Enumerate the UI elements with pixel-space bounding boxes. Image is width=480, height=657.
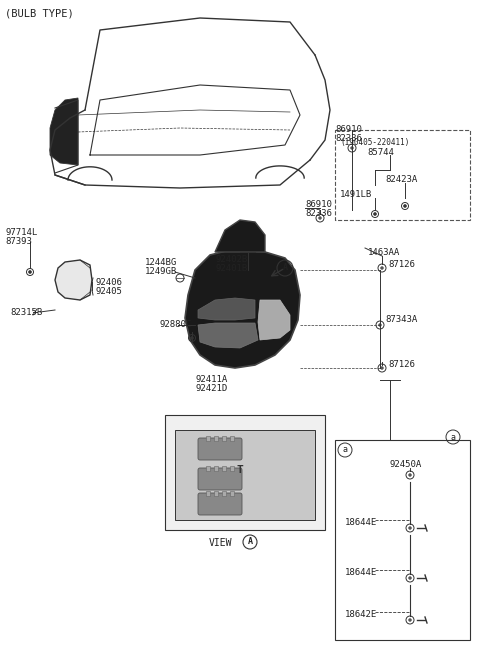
Circle shape: [373, 213, 376, 215]
Text: 86910: 86910: [305, 200, 332, 209]
Text: 92401B: 92401B: [215, 264, 247, 273]
FancyBboxPatch shape: [214, 491, 218, 496]
Text: a: a: [343, 445, 348, 455]
Text: 18644E: 18644E: [345, 518, 377, 527]
Circle shape: [408, 619, 411, 622]
FancyBboxPatch shape: [222, 466, 226, 471]
Text: 92402B: 92402B: [215, 255, 247, 264]
Polygon shape: [175, 430, 315, 520]
Text: T: T: [237, 465, 243, 475]
Text: a: a: [451, 432, 456, 442]
FancyBboxPatch shape: [214, 436, 218, 441]
Polygon shape: [198, 298, 255, 320]
Circle shape: [404, 204, 407, 208]
Text: 92880C: 92880C: [160, 320, 192, 329]
Circle shape: [319, 217, 322, 219]
Text: 82336: 82336: [305, 209, 332, 218]
Text: A: A: [248, 537, 252, 547]
FancyBboxPatch shape: [222, 491, 226, 496]
Text: 87126: 87126: [388, 360, 415, 369]
Text: 82423A: 82423A: [385, 175, 417, 184]
Text: (190405-220411): (190405-220411): [340, 138, 409, 147]
FancyBboxPatch shape: [214, 466, 218, 471]
Text: 18644E: 18644E: [345, 568, 377, 577]
Circle shape: [381, 267, 384, 269]
Text: 82315B: 82315B: [10, 308, 42, 317]
Text: 92421D: 92421D: [195, 384, 227, 393]
Text: 92405: 92405: [95, 287, 122, 296]
FancyBboxPatch shape: [230, 466, 234, 471]
Circle shape: [408, 577, 411, 579]
Circle shape: [29, 271, 31, 273]
Text: A: A: [283, 263, 288, 273]
Circle shape: [350, 147, 353, 149]
Text: 92450A: 92450A: [390, 460, 422, 469]
Text: 1491LB: 1491LB: [340, 190, 372, 199]
FancyBboxPatch shape: [206, 436, 210, 441]
Text: 92406: 92406: [95, 278, 122, 287]
Text: (BULB TYPE): (BULB TYPE): [5, 8, 74, 18]
Polygon shape: [50, 98, 78, 165]
FancyBboxPatch shape: [230, 436, 234, 441]
FancyBboxPatch shape: [198, 493, 242, 515]
FancyBboxPatch shape: [206, 466, 210, 471]
Text: 87343A: 87343A: [385, 315, 417, 324]
Circle shape: [191, 336, 193, 340]
Circle shape: [408, 527, 411, 530]
FancyBboxPatch shape: [198, 438, 242, 460]
Text: 1463AA: 1463AA: [368, 248, 400, 257]
Text: 86910: 86910: [335, 125, 362, 134]
Text: 82336: 82336: [335, 134, 362, 143]
Text: 87126: 87126: [388, 260, 415, 269]
Polygon shape: [198, 323, 258, 348]
FancyBboxPatch shape: [198, 468, 242, 490]
Text: 1249GB: 1249GB: [145, 267, 177, 276]
Circle shape: [381, 367, 384, 369]
FancyBboxPatch shape: [230, 491, 234, 496]
Text: 87393: 87393: [5, 237, 32, 246]
Text: VIEW: VIEW: [208, 538, 232, 548]
Polygon shape: [185, 250, 300, 368]
Polygon shape: [215, 220, 265, 252]
Text: 97714L: 97714L: [5, 228, 37, 237]
Circle shape: [379, 324, 382, 327]
FancyBboxPatch shape: [165, 415, 325, 530]
Text: 92411A: 92411A: [195, 375, 227, 384]
FancyBboxPatch shape: [206, 491, 210, 496]
Text: 18642E: 18642E: [345, 610, 377, 619]
Polygon shape: [258, 300, 290, 340]
Circle shape: [408, 474, 411, 476]
Polygon shape: [55, 260, 92, 300]
FancyBboxPatch shape: [222, 436, 226, 441]
Text: 1244BG: 1244BG: [145, 258, 177, 267]
Text: 85744: 85744: [367, 148, 394, 157]
